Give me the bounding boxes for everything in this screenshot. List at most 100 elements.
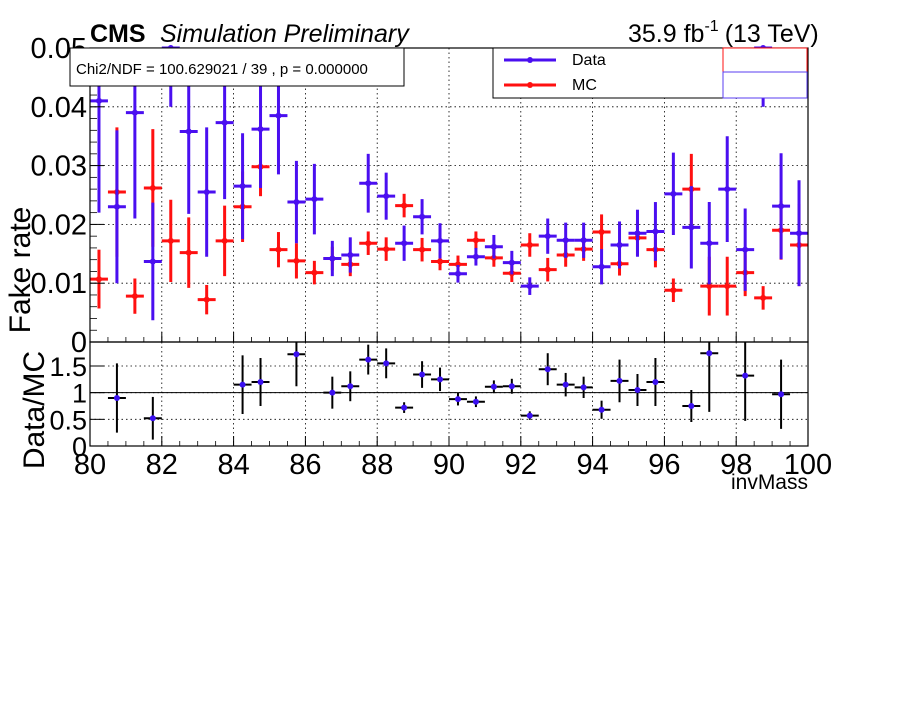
data-point-28 <box>592 249 611 285</box>
ratio-point-0 <box>107 363 126 433</box>
data-point-24 <box>520 277 539 295</box>
mc-marker-34 <box>706 283 713 290</box>
ratio-marker-24 <box>688 403 695 409</box>
ratio-point-24 <box>682 390 701 422</box>
mc-point-16 <box>377 237 396 261</box>
data-point-3 <box>143 202 162 321</box>
mc-marker-7 <box>221 237 228 244</box>
mc-marker-32 <box>670 287 677 294</box>
ratio-point-23 <box>646 358 665 406</box>
data-marker-38 <box>778 203 785 210</box>
mc-marker-10 <box>275 246 282 253</box>
bot-ytick-label-2: 1 <box>72 379 87 409</box>
data-marker-21 <box>472 253 479 260</box>
mc-marker-28 <box>598 229 605 236</box>
data-marker-2 <box>131 109 138 116</box>
ratio-point-20 <box>592 400 611 419</box>
xtick-label-8: 96 <box>648 449 680 481</box>
lumi-value: 35.9 fb <box>628 20 704 48</box>
data-marker-20 <box>454 270 461 277</box>
data-marker-5 <box>185 128 192 135</box>
data-marker-34 <box>706 240 713 247</box>
mc-marker-15 <box>365 240 372 247</box>
ratio-point-6 <box>341 371 360 402</box>
legend: Data MC <box>492 47 808 99</box>
data-point-21 <box>466 247 485 266</box>
legend-mc-marker <box>527 82 533 88</box>
data-marker-29 <box>616 241 623 248</box>
top-ytick-label-4: 0.04 <box>31 92 87 124</box>
ratio-point-5 <box>323 376 342 409</box>
ratio-y-axis-label: Data/MC <box>18 351 51 469</box>
ratio-marker-26 <box>742 372 749 379</box>
mc-point-18 <box>413 237 432 262</box>
data-point-32 <box>664 152 683 235</box>
fake-rate-y-axis-label: Fake rate <box>4 207 37 334</box>
data-point-18 <box>413 199 432 235</box>
ratio-point-3 <box>251 358 270 406</box>
data-point-25 <box>538 218 557 254</box>
top-ytick-label-1: 0.01 <box>31 268 87 300</box>
ratio-point-18 <box>556 372 575 397</box>
data-marker-13 <box>329 255 336 262</box>
ratio-point-1 <box>143 396 162 440</box>
ratio-marker-11 <box>437 376 444 383</box>
lumi-energy: (13 TeV) <box>725 20 819 48</box>
data-point-9 <box>251 70 270 188</box>
cms-label: CMS <box>90 20 146 48</box>
data-point-12 <box>305 163 324 235</box>
data-marker-12 <box>311 196 318 203</box>
top-ytick-label-2: 0.02 <box>31 209 87 241</box>
mc-marker-6 <box>203 296 210 303</box>
data-marker-36 <box>742 246 749 253</box>
fit-box: Chi2/NDF = 100.629021 / 39 , p = 0.00000… <box>69 47 405 87</box>
fit-box-frame <box>69 47 405 87</box>
ratio-marker-2 <box>239 381 246 388</box>
bot-ytick-label-0: 0 <box>72 432 87 462</box>
ratio-point-13 <box>466 396 485 408</box>
ratio-marker-16 <box>526 412 533 419</box>
ratio-point-27 <box>772 359 791 429</box>
ratio-marker-22 <box>634 387 641 393</box>
data-point-19 <box>431 223 449 259</box>
data-point-30 <box>628 209 647 257</box>
ratio-marker-12 <box>454 396 461 403</box>
mc-point-17 <box>395 193 414 218</box>
fit-text: Chi2/NDF = 100.629021 / 39 , p = 0.00000… <box>76 61 368 78</box>
ratio-marker-9 <box>401 404 408 411</box>
ratio-marker-10 <box>419 371 426 378</box>
mc-marker-35 <box>724 283 731 290</box>
data-marker-28 <box>598 263 605 270</box>
xtick-label-5: 90 <box>433 449 465 481</box>
mc-marker-3 <box>149 184 156 191</box>
mc-marker-37 <box>760 294 767 301</box>
ratio-marker-0 <box>113 395 120 401</box>
ratio-point-2 <box>233 355 252 414</box>
data-marker-25 <box>544 233 551 240</box>
ratio-point-7 <box>359 344 378 375</box>
lumi-label: 35.9 fb-1 (13 TeV) <box>628 18 819 48</box>
data-point-1 <box>107 130 126 284</box>
mc-marker-16 <box>383 246 390 253</box>
data-marker-33 <box>688 224 695 231</box>
legend-data-label: Data <box>572 52 606 69</box>
legend-extra-box-blue <box>722 71 808 99</box>
data-point-11 <box>287 160 306 244</box>
data-marker-16 <box>383 193 390 200</box>
lumi-exponent: -1 <box>704 18 718 35</box>
legend-extra-box-red <box>722 47 808 73</box>
mc-point-37 <box>754 286 773 310</box>
ratio-point-9 <box>395 402 414 413</box>
mc-point-12 <box>305 260 324 285</box>
ratio-marker-18 <box>562 381 569 388</box>
data-marker-18 <box>419 213 426 220</box>
mc-point-25 <box>538 257 557 282</box>
data-marker-22 <box>490 243 497 250</box>
mc-marker-12 <box>311 269 318 276</box>
mc-marker-18 <box>419 246 426 253</box>
mc-point-2 <box>125 278 144 314</box>
data-point-23 <box>502 250 521 275</box>
xtick-label-10: 100 <box>784 449 832 481</box>
mc-point-11 <box>287 243 306 279</box>
ratio-point-21 <box>610 359 629 403</box>
